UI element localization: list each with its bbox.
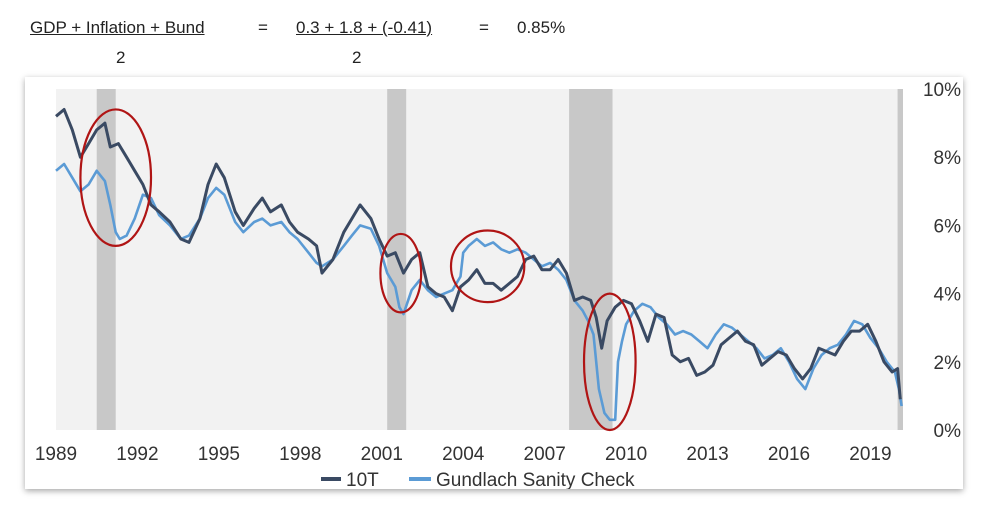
recession-bands xyxy=(96,89,903,430)
formula-rhs-numerator: 0.3 + 1.8 + (-0.41) xyxy=(296,18,433,37)
x-tick-label-10: 2019 xyxy=(849,444,891,465)
x-tick-label-8: 2013 xyxy=(686,444,728,465)
legend-label-0: 10T xyxy=(346,470,379,489)
chart-card: 10% 8% 6% 4% 2% 0% 1989 1992 1995 1998 2001 2004 20… xyxy=(25,77,963,489)
y-tick-label-3: 4% xyxy=(934,285,962,306)
y-tick-label-2: 6% xyxy=(934,216,962,237)
y-tick-label-4: 2% xyxy=(934,353,962,374)
recession-band-3 xyxy=(897,89,903,430)
y-tick-label-1: 8% xyxy=(934,148,962,169)
annotation-ellipse-3 xyxy=(582,292,637,432)
annotation-ellipse-0 xyxy=(79,108,153,247)
plot-area xyxy=(56,89,903,430)
recession-band-0 xyxy=(96,89,116,430)
x-tick-label-3: 1998 xyxy=(279,444,321,465)
y-axis-ticks: 10% 8% 6% 4% 2% 0% xyxy=(923,80,961,442)
x-tick-label-9: 2016 xyxy=(768,444,810,465)
annotation-ellipse-1 xyxy=(379,232,423,314)
series-lines xyxy=(55,108,903,422)
formula-lhs-numerator: GDP + Inflation + Bund xyxy=(30,18,205,37)
x-tick-label-0: 1989 xyxy=(35,444,77,465)
series-line-0 xyxy=(55,108,902,400)
formula-rhs-denominator: 2 xyxy=(352,48,362,67)
y-tick-label-0: 10% xyxy=(923,80,961,101)
x-tick-label-4: 2001 xyxy=(361,444,403,465)
legend-label-1: Gundlach Sanity Check xyxy=(436,470,635,489)
x-tick-label-6: 2007 xyxy=(524,444,566,465)
x-axis-ticks: 1989 1992 1995 1998 2001 2004 2007 2010 2013 2016… xyxy=(35,444,892,465)
formula-equals-1: = xyxy=(258,18,268,37)
formula-lhs-denominator: 2 xyxy=(116,48,126,67)
x-tick-label-5: 2004 xyxy=(442,444,485,465)
x-tick-label-1: 1992 xyxy=(116,444,158,465)
formula-equals-2: = xyxy=(479,18,489,37)
annotation-ellipses xyxy=(79,108,637,432)
annotation-ellipse-2 xyxy=(449,229,526,304)
x-tick-label-2: 1995 xyxy=(198,444,240,465)
formula-result: 0.85% xyxy=(517,18,566,37)
chart: 10% 8% 6% 4% 2% 0% 1989 1992 1995 1998 2001 2004 20… xyxy=(35,80,961,489)
recession-band-2 xyxy=(569,89,613,430)
y-tick-label-5: 0% xyxy=(934,421,962,442)
x-tick-label-7: 2010 xyxy=(605,444,647,465)
legend: 10T Gundlach Sanity Check xyxy=(321,470,635,489)
